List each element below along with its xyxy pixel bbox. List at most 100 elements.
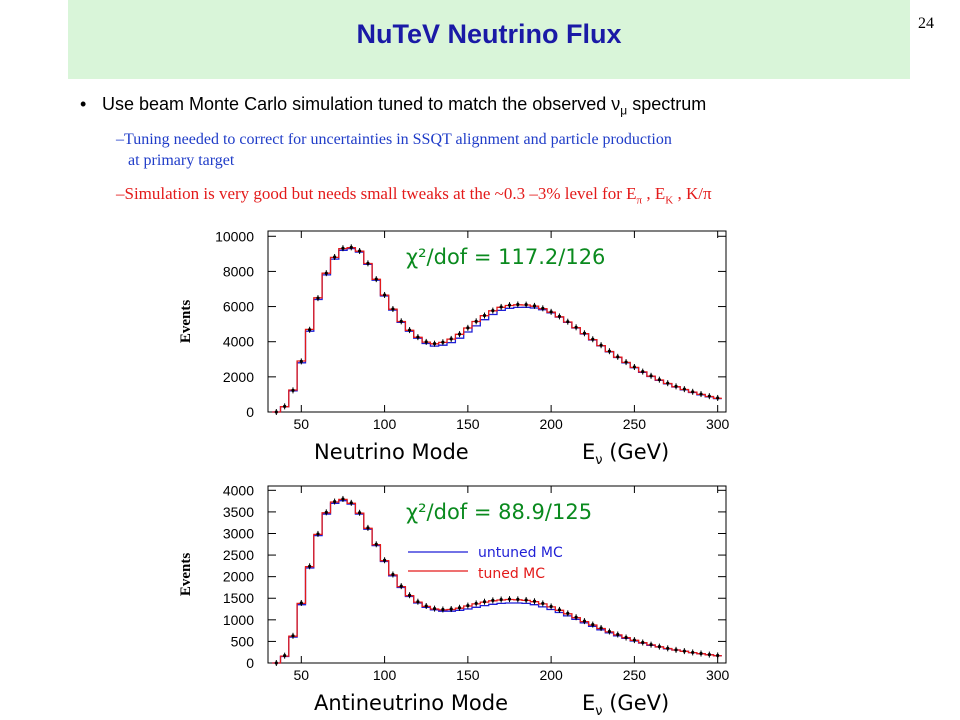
neutrino-data-point-19 <box>432 342 437 346</box>
neutrino-data-point-44 <box>641 369 645 374</box>
bullet-tail: spectrum <box>627 94 707 114</box>
neutrino-data-point-30 <box>524 303 528 307</box>
antineutrino-data-point-17 <box>416 600 420 604</box>
neutrino-data-point-31 <box>532 304 537 308</box>
antineutrino-ytick-label-3: 1500 <box>223 590 254 606</box>
antineutrino-data-point-37 <box>582 619 587 623</box>
antineutrino-data-point-27 <box>499 597 503 602</box>
antineutrino-data-point-10 <box>358 511 362 515</box>
antineutrino-data-point-46 <box>657 644 661 649</box>
antineutrino-data-point-47 <box>666 646 670 650</box>
neutrino-data-point-26 <box>491 309 495 313</box>
antineutrino-data-point-8 <box>341 497 345 501</box>
neutrino-series-untuned <box>272 247 722 413</box>
antineutrino-ytick-label-4: 2000 <box>223 569 254 585</box>
neutrino-ytick-label-3: 6000 <box>223 299 254 315</box>
neutrino-data-point-43 <box>632 365 637 369</box>
antineutrino-data-point-48 <box>674 648 678 652</box>
neutrino-data-point-10 <box>358 249 362 253</box>
sub2-tail: , K/π <box>673 184 712 203</box>
sub1-dash: – <box>116 131 124 148</box>
neutrino-data-point-49 <box>682 387 686 391</box>
neutrino-mode-label: Neutrino Mode <box>314 440 469 464</box>
sub2-pi: π <box>636 194 643 207</box>
neutrino-xlabel: Eν (GeV) <box>582 440 669 468</box>
neutrino-data-point-16 <box>407 328 412 332</box>
antineutrino-data-point-40 <box>607 629 612 634</box>
antineutrino-data-point-0 <box>274 661 278 665</box>
neutrino-xlabel-unit: (GeV) <box>603 440 670 464</box>
neutrino-data-point-45 <box>649 374 653 378</box>
antineutrino-data-point-35 <box>566 611 570 615</box>
antineutrino-ylabel: Events <box>178 553 194 597</box>
antineutrino-xtick-label-1: 100 <box>373 667 397 683</box>
antineutrino-ytick-label-1: 500 <box>231 633 255 649</box>
neutrino-data-point-7 <box>333 255 337 259</box>
antineutrino-data-point-31 <box>532 599 537 603</box>
neutrino-xtick-label-1: 100 <box>373 416 397 432</box>
antineutrino-data-point-50 <box>691 650 695 655</box>
neutrino-data-point-4 <box>308 328 312 332</box>
neutrino-ytick-label-2: 4000 <box>223 334 254 350</box>
neutrino-data-point-11 <box>366 261 370 265</box>
neutrino-data-point-1 <box>283 404 287 408</box>
neutrino-data-point-25 <box>482 313 487 318</box>
neutrino-data-point-6 <box>324 271 328 275</box>
antineutrino-xlabel-sub: ν <box>595 704 602 719</box>
antineutrino-data-point-23 <box>466 603 470 608</box>
sub2-dash: – <box>116 184 125 203</box>
neutrino-series-tuned <box>272 247 722 413</box>
neutrino-data-point-20 <box>441 340 445 344</box>
neutrino-data-point-34 <box>557 314 562 319</box>
neutrino-ylabel: Events <box>178 300 194 344</box>
sub1-line1: Tuning needed to correct for uncertainti… <box>124 131 672 148</box>
neutrino-data-point-21 <box>449 337 453 341</box>
antineutrino-data-point-44 <box>641 640 645 645</box>
page-number: 24 <box>918 15 934 32</box>
sub2-text: Simulation is very good but needs small … <box>124 184 637 203</box>
neutrino-data-point-52 <box>707 394 711 398</box>
antineutrino-data-point-21 <box>449 607 453 611</box>
antineutrino-xtick-label-0: 50 <box>294 667 310 683</box>
antineutrino-data-point-2 <box>291 634 295 638</box>
neutrino-data-point-18 <box>424 340 428 344</box>
neutrino-data-point-32 <box>541 306 545 310</box>
neutrino-data-point-8 <box>341 246 345 250</box>
bullet-dot-icon: • <box>80 94 87 114</box>
neutrino-xtick-label-4: 250 <box>623 416 647 432</box>
neutrino-xtick-label-0: 50 <box>294 416 310 432</box>
antineutrino-data-point-52 <box>707 652 711 657</box>
neutrino-data-point-13 <box>382 293 387 297</box>
bullet-sub: μ <box>620 103 628 118</box>
antineutrino-data-point-14 <box>391 572 395 577</box>
neutrino-data-point-17 <box>416 335 420 339</box>
sub-bullet-tuning: –Tuning needed to correct for uncertaint… <box>116 129 672 171</box>
neutrino-data-point-47 <box>666 381 670 385</box>
slide-title: NuTeV Neutrino Flux <box>356 19 622 49</box>
neutrino-data-point-51 <box>699 392 703 396</box>
antineutrino-data-point-18 <box>424 604 428 608</box>
neutrino-data-point-29 <box>516 302 520 307</box>
neutrino-data-point-41 <box>616 355 620 359</box>
neutrino-data-point-35 <box>566 320 570 324</box>
antineutrino-data-point-32 <box>541 601 545 606</box>
antineutrino-mode-label: Antineutrino Mode <box>314 691 508 715</box>
antineutrino-data-point-24 <box>474 601 478 606</box>
neutrino-chart: 50 100 150 200 250 300 0 2000 4000 6000 8000 10000 E… <box>178 228 730 468</box>
antineutrino-data-point-42 <box>624 635 628 640</box>
antineutrino-data-point-7 <box>333 499 337 504</box>
neutrino-data-point-40 <box>607 349 612 353</box>
sub2-mid: , E <box>642 184 666 203</box>
antineutrino-data-point-51 <box>699 651 703 656</box>
antineutrino-chi2: χ²/dof = 88.9/125 <box>406 500 592 524</box>
neutrino-data-point-12 <box>374 277 378 281</box>
neutrino-data-point-5 <box>316 296 320 300</box>
antineutrino-data-point-11 <box>366 526 370 530</box>
neutrino-data-point-50 <box>691 390 695 394</box>
neutrino-data-point-23 <box>466 326 470 330</box>
antineutrino-xtick-label-5: 300 <box>706 667 730 683</box>
antineutrino-data-point-12 <box>374 542 378 546</box>
antineutrino-data-point-3 <box>299 601 303 605</box>
antineutrino-xtick-label-3: 200 <box>539 667 563 683</box>
